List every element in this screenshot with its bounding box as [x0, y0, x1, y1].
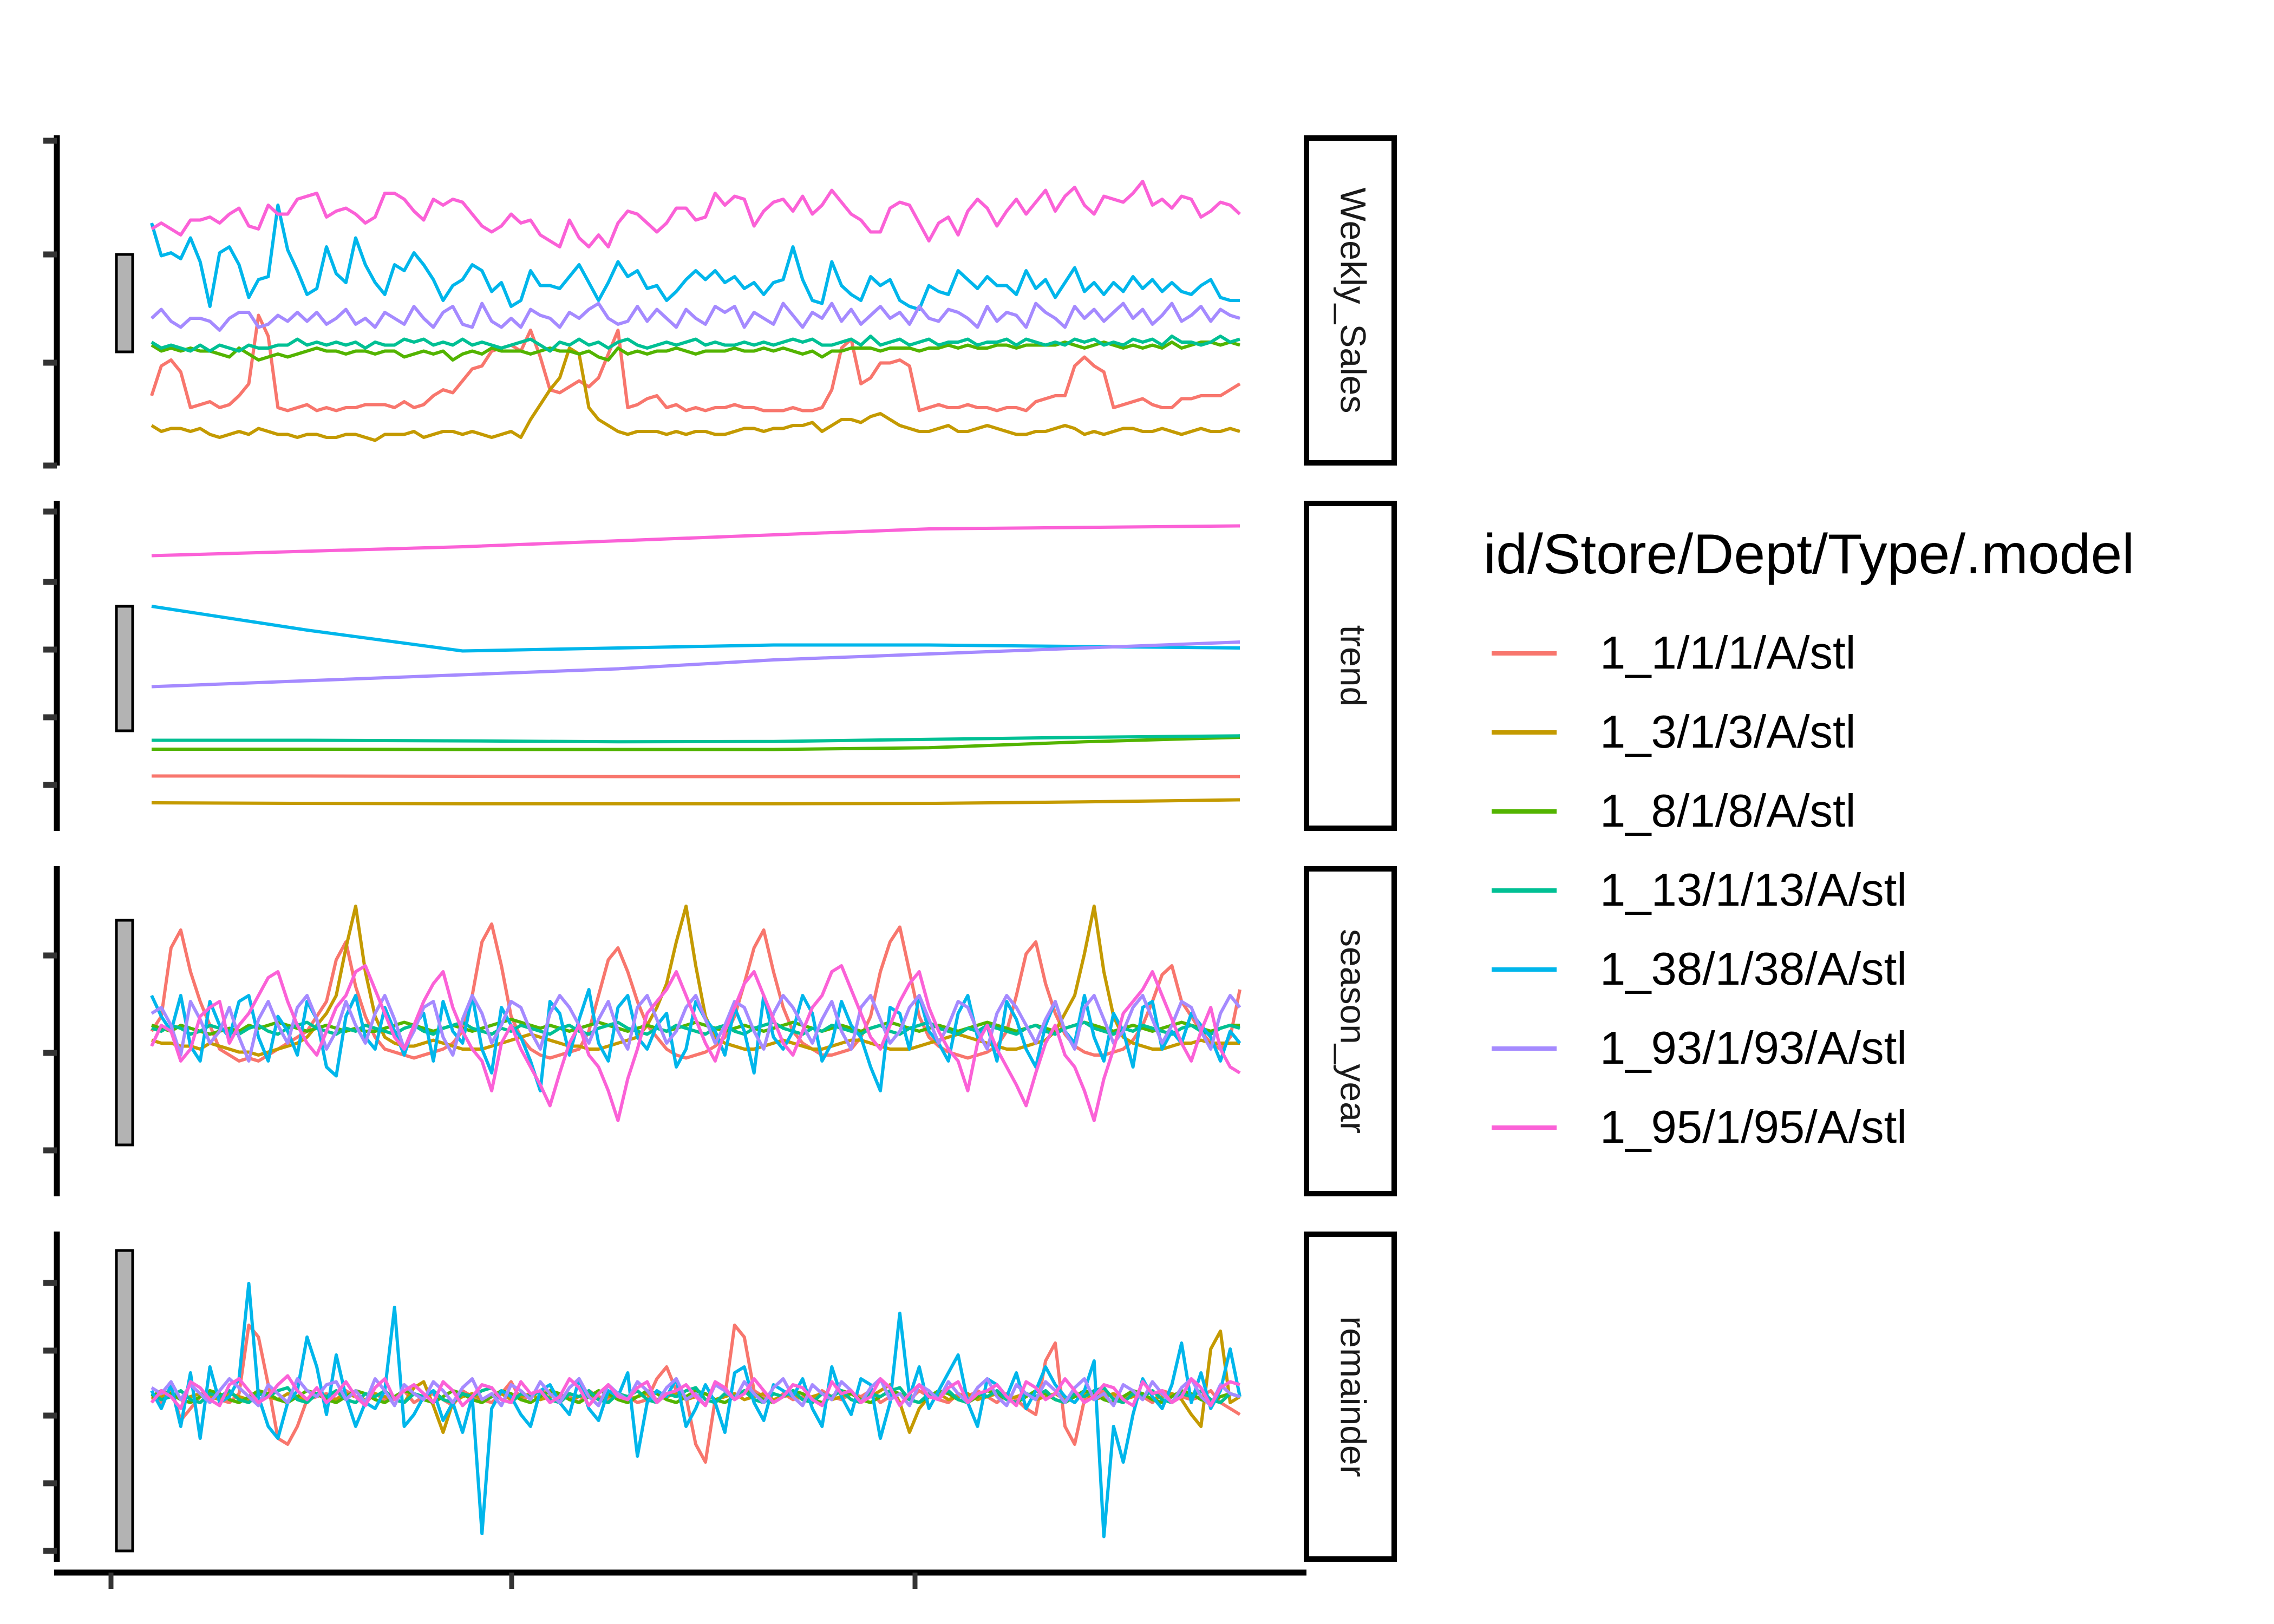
- series-line-1-8-1-8-A-stl: [151, 340, 1240, 362]
- series-line-1-93-1-93-A-stl: [151, 1377, 1240, 1407]
- strip-box: [1304, 501, 1397, 831]
- series-line-1-13-1-13-A-stl: [152, 734, 1240, 744]
- facet-strip-remainder: remainder: [1304, 1232, 1397, 1562]
- series-line-1-3-1-3-A-stl: [151, 1330, 1241, 1434]
- legend-key-line-icon: [1492, 1125, 1557, 1130]
- facet-strip-weekly-sales: Weekly_Sales: [1304, 135, 1397, 466]
- legend-label: 1_95/1/95/A/stl: [1600, 1102, 1907, 1153]
- series-line-1-3-1-3-A-stl: [151, 798, 1240, 806]
- strip-label: remainder: [1334, 1316, 1374, 1477]
- legend-title: id/Store/Dept/Type/.model: [1484, 523, 2135, 586]
- series-line-1-38-1-38-A-stl: [150, 1282, 1241, 1538]
- panels-layer: [43, 135, 1241, 1562]
- legend-item: 1_3/1/3/A/stl: [1484, 693, 2134, 772]
- panel-season-year: [43, 866, 1241, 1196]
- series-line-1-1-1-1-A-stl: [150, 313, 1241, 412]
- legend-label: 1_8/1/8/A/stl: [1600, 785, 1856, 837]
- legend-item: 1_93/1/93/A/stl: [1484, 1009, 2134, 1088]
- panel-remainder: [43, 1232, 1241, 1562]
- legend-label: 1_1/1/1/A/stl: [1600, 627, 1856, 679]
- series-line-1-95-1-95-A-stl: [150, 1374, 1240, 1410]
- series-line-1-8-1-8-A-stl: [152, 736, 1240, 751]
- series-line-1-93-1-93-A-stl: [151, 640, 1240, 689]
- legend-key-line-icon: [1492, 809, 1557, 814]
- series-line-1-93-1-93-A-stl: [150, 302, 1240, 332]
- legend-items: 1_1/1/1/A/stl 1_3/1/3/A/stl 1_8/1/8/A/stl 1…: [1484, 614, 2134, 1167]
- series-line-1-13-1-13-A-stl: [151, 335, 1240, 353]
- legend-key-line-icon: [1492, 730, 1557, 735]
- series-line-1-13-1-13-A-stl: [151, 1386, 1240, 1404]
- strip-box: [1304, 1232, 1397, 1562]
- legend-key-line-icon: [1492, 1046, 1557, 1051]
- scale-bar: [115, 1249, 134, 1553]
- legend-item: 1_95/1/95/A/stl: [1484, 1088, 2134, 1167]
- series-line-1-38-1-38-A-stl: [150, 204, 1240, 311]
- x-axis: [54, 1569, 1306, 1589]
- strip-label: trend: [1334, 625, 1374, 706]
- series-line-1-38-1-38-A-stl: [151, 605, 1240, 653]
- scale-bar: [115, 253, 134, 353]
- legend-label: 1_3/1/3/A/stl: [1600, 706, 1856, 758]
- scale-bar: [115, 605, 134, 732]
- legend-key-line-icon: [1492, 967, 1557, 972]
- legend-label: 1_38/1/38/A/stl: [1600, 944, 1907, 995]
- facet-strip-season-year: season_year: [1304, 866, 1397, 1196]
- series-line-1-95-1-95-A-stl: [151, 180, 1241, 248]
- legend-item: 1_8/1/8/A/stl: [1484, 772, 2134, 851]
- strip-label: season_year: [1334, 929, 1374, 1134]
- legend-item: 1_1/1/1/A/stl: [1484, 614, 2134, 693]
- series-line-1-95-1-95-A-stl: [151, 524, 1240, 558]
- panel-trend: [43, 501, 1240, 831]
- legend: id/Store/Dept/Type/.model 1_1/1/1/A/stl 1…: [1484, 522, 2134, 1167]
- facet-strip-trend: trend: [1304, 501, 1397, 831]
- strip-box: [1304, 135, 1397, 466]
- legend-key-line-icon: [1492, 888, 1557, 893]
- strip-label: Weekly_Sales: [1334, 188, 1374, 414]
- legend-key-line-icon: [1492, 651, 1557, 656]
- series-line-1-3-1-3-A-stl: [151, 905, 1240, 1057]
- strip-box: [1304, 866, 1397, 1196]
- scale-bar: [115, 919, 134, 1147]
- series-line-1-1-1-1-A-stl: [152, 774, 1240, 778]
- legend-label: 1_13/1/13/A/stl: [1600, 865, 1907, 916]
- series-line-1-3-1-3-A-stl: [151, 346, 1240, 442]
- legend-item: 1_13/1/13/A/stl: [1484, 851, 2134, 930]
- series-line-1-93-1-93-A-stl: [151, 994, 1241, 1063]
- legend-label: 1_93/1/93/A/stl: [1600, 1023, 1907, 1074]
- legend-item: 1_38/1/38/A/stl: [1484, 930, 2134, 1009]
- series-line-1-1-1-1-A-stl: [150, 922, 1241, 1063]
- series-line-1-95-1-95-A-stl: [150, 964, 1241, 1122]
- panel-weekly-sales: [43, 135, 1241, 469]
